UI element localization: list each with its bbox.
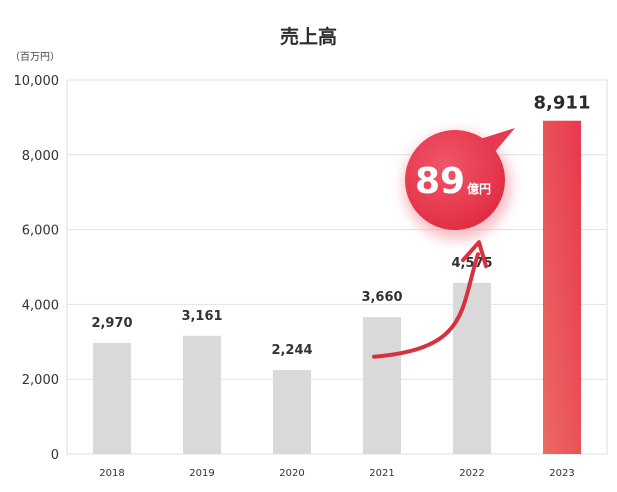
data-label: 3,161 [181,309,222,324]
plot-area-frame [66,79,608,455]
bar [273,370,311,454]
bar [363,317,401,454]
growth-badge [405,130,505,230]
chart-title: 売上高 [279,26,337,48]
bar [93,342,131,454]
bar-highlight [543,120,581,454]
x-tick-label: 2018 [99,468,124,479]
y-tick-label: 10,000 [14,74,60,89]
x-tick-label: 2023 [549,468,574,479]
data-label: 8,911 [534,93,591,114]
growth-arrow-head [461,240,488,269]
data-label: 2,970 [91,316,132,331]
bar [453,282,491,454]
y-tick-label: 4,000 [22,298,59,313]
bar [183,335,221,454]
badge-text: 89 億円 [415,161,491,202]
growth-arrow [372,252,480,359]
y-tick-label: 6,000 [22,224,59,239]
data-label: 2,244 [271,343,312,358]
x-tick-label: 2020 [279,468,304,479]
x-tick-label: 2021 [369,468,394,479]
y-tick-label: 8,000 [22,149,59,164]
y-axis-unit-label: （百万円） [10,52,60,63]
y-tick-label: 2,000 [22,373,59,388]
x-tick-label: 2022 [459,468,484,479]
y-tick-label: 0 [51,448,59,463]
x-tick-label: 2019 [189,468,214,479]
badge-number: 89 [415,161,465,202]
badge-unit: 億円 [467,181,491,196]
data-label: 3,660 [361,290,402,305]
